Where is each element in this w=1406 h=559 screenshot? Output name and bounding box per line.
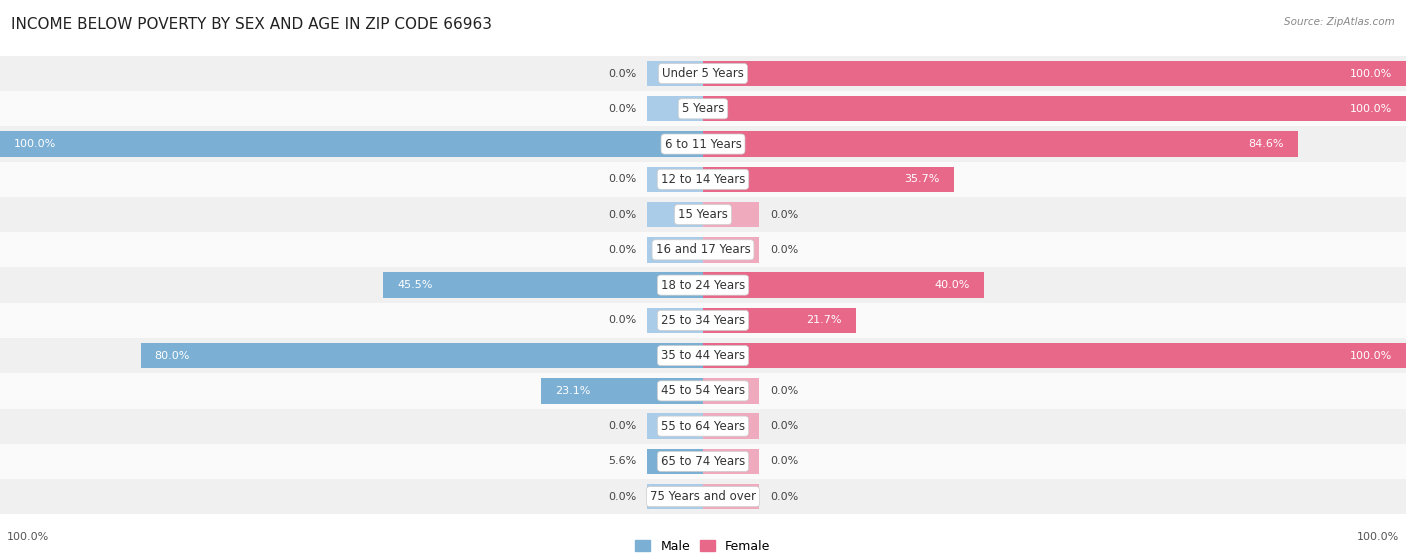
Text: 0.0%: 0.0% <box>607 492 637 501</box>
Bar <box>703 414 759 439</box>
Text: 100.0%: 100.0% <box>1350 69 1392 78</box>
Text: 55 to 64 Years: 55 to 64 Years <box>661 420 745 433</box>
Text: 40.0%: 40.0% <box>935 280 970 290</box>
Bar <box>382 272 703 298</box>
Legend: Male, Female: Male, Female <box>636 540 770 553</box>
Text: 16 and 17 Years: 16 and 17 Years <box>655 243 751 257</box>
Bar <box>141 343 703 368</box>
Text: 25 to 34 Years: 25 to 34 Years <box>661 314 745 327</box>
Bar <box>0 444 1406 479</box>
Text: 0.0%: 0.0% <box>607 315 637 325</box>
Text: 23.1%: 23.1% <box>554 386 591 396</box>
Text: 12 to 14 Years: 12 to 14 Years <box>661 173 745 186</box>
Bar <box>703 202 759 228</box>
Text: 65 to 74 Years: 65 to 74 Years <box>661 455 745 468</box>
Text: 21.7%: 21.7% <box>806 315 841 325</box>
Bar <box>0 267 1406 303</box>
Bar <box>0 373 1406 409</box>
Bar <box>703 343 1406 368</box>
Bar <box>647 449 703 474</box>
Bar <box>647 237 703 263</box>
Bar <box>0 409 1406 444</box>
Bar <box>0 232 1406 267</box>
Bar <box>647 167 703 192</box>
Text: 18 to 24 Years: 18 to 24 Years <box>661 278 745 292</box>
Bar <box>0 91 1406 126</box>
Bar <box>703 484 759 509</box>
Bar <box>703 237 759 263</box>
Text: Source: ZipAtlas.com: Source: ZipAtlas.com <box>1284 17 1395 27</box>
Bar <box>0 131 703 157</box>
Text: 35 to 44 Years: 35 to 44 Years <box>661 349 745 362</box>
Bar <box>0 126 1406 162</box>
Bar <box>647 484 703 509</box>
Text: 0.0%: 0.0% <box>607 210 637 220</box>
Bar <box>703 378 759 404</box>
Text: 0.0%: 0.0% <box>770 456 799 466</box>
Text: 45.5%: 45.5% <box>398 280 433 290</box>
Bar <box>0 338 1406 373</box>
Bar <box>703 131 1298 157</box>
Bar <box>0 56 1406 91</box>
Text: 75 Years and over: 75 Years and over <box>650 490 756 503</box>
Bar <box>703 167 953 192</box>
Text: 100.0%: 100.0% <box>1350 104 1392 114</box>
Bar <box>703 61 1406 86</box>
Text: 100.0%: 100.0% <box>1357 532 1399 542</box>
Bar <box>540 378 703 404</box>
Bar <box>703 307 855 333</box>
Text: 0.0%: 0.0% <box>607 421 637 431</box>
Text: 45 to 54 Years: 45 to 54 Years <box>661 385 745 397</box>
Bar <box>0 303 1406 338</box>
Text: 0.0%: 0.0% <box>770 245 799 255</box>
Text: 100.0%: 100.0% <box>14 139 56 149</box>
Text: 0.0%: 0.0% <box>607 174 637 184</box>
Text: 100.0%: 100.0% <box>7 532 49 542</box>
Bar <box>647 61 703 86</box>
Bar <box>703 96 1406 121</box>
Text: Under 5 Years: Under 5 Years <box>662 67 744 80</box>
Bar <box>0 162 1406 197</box>
Text: 15 Years: 15 Years <box>678 208 728 221</box>
Text: 0.0%: 0.0% <box>607 69 637 78</box>
Bar <box>647 96 703 121</box>
Bar <box>0 197 1406 232</box>
Bar <box>703 449 759 474</box>
Text: 5.6%: 5.6% <box>607 456 637 466</box>
Text: 6 to 11 Years: 6 to 11 Years <box>665 138 741 150</box>
Text: 0.0%: 0.0% <box>607 245 637 255</box>
Text: 80.0%: 80.0% <box>155 350 190 361</box>
Bar <box>703 272 984 298</box>
Text: 0.0%: 0.0% <box>770 492 799 501</box>
Text: 0.0%: 0.0% <box>770 210 799 220</box>
Text: 35.7%: 35.7% <box>904 174 941 184</box>
Text: 0.0%: 0.0% <box>607 104 637 114</box>
Bar <box>647 414 703 439</box>
Bar <box>647 307 703 333</box>
Bar <box>0 479 1406 514</box>
Text: INCOME BELOW POVERTY BY SEX AND AGE IN ZIP CODE 66963: INCOME BELOW POVERTY BY SEX AND AGE IN Z… <box>11 17 492 32</box>
Text: 0.0%: 0.0% <box>770 386 799 396</box>
Text: 5 Years: 5 Years <box>682 102 724 115</box>
Text: 0.0%: 0.0% <box>770 421 799 431</box>
Text: 84.6%: 84.6% <box>1249 139 1284 149</box>
Text: 100.0%: 100.0% <box>1350 350 1392 361</box>
Bar <box>647 202 703 228</box>
